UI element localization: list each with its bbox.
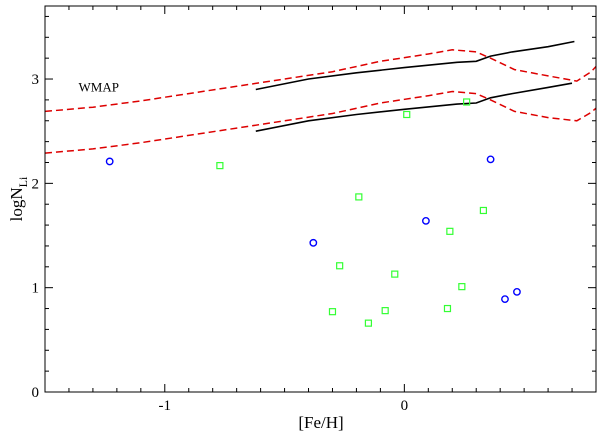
- point-squares-10: [458, 283, 466, 291]
- ticks-layer: [44, 6, 597, 393]
- point-squares-3: [328, 308, 337, 316]
- y-tick-label: 1: [32, 281, 40, 297]
- curves-layer: [45, 40, 596, 154]
- point-squares-5: [381, 307, 389, 315]
- point-circles-2: [422, 217, 430, 225]
- point-squares-1: [355, 193, 363, 201]
- point-squares-2: [336, 262, 344, 270]
- point-squares-4: [364, 319, 373, 327]
- point-circles-1: [309, 238, 318, 247]
- y-axis-title: logNLi: [7, 176, 30, 221]
- y-tick-label: 2: [32, 176, 40, 192]
- x-tick-label: 0: [401, 398, 409, 414]
- point-squares-9: [446, 227, 454, 235]
- point-squares-12: [479, 206, 488, 215]
- series-upper-black: [255, 40, 575, 91]
- series-lower-black: [255, 82, 573, 132]
- series-lower-red-dashed: [45, 90, 596, 154]
- y-tick-label: 0: [32, 385, 40, 401]
- plot-frame: [44, 5, 597, 393]
- point-circles-3: [486, 155, 495, 164]
- point-squares-11: [463, 98, 471, 106]
- y-axis-title-main: logN: [7, 187, 26, 221]
- point-circles-0: [105, 157, 114, 166]
- points-layer: [105, 98, 521, 327]
- series-upper-red-dashed: [45, 49, 596, 113]
- x-axis-title: [Fe/H]: [298, 413, 343, 432]
- point-circles-4: [501, 295, 509, 304]
- y-axis-title-subscript: Li: [16, 176, 30, 187]
- point-squares-6: [391, 270, 399, 278]
- point-circles-5: [513, 287, 521, 296]
- point-squares-7: [403, 110, 411, 119]
- annotation-wmap: WMAP: [79, 80, 119, 95]
- labels-layer: -1 0 0 1 2 3: [32, 72, 409, 414]
- y-tick-label: 3: [32, 72, 40, 88]
- x-tick-label: -1: [159, 398, 172, 414]
- point-squares-0: [216, 162, 224, 170]
- point-squares-8: [443, 304, 452, 313]
